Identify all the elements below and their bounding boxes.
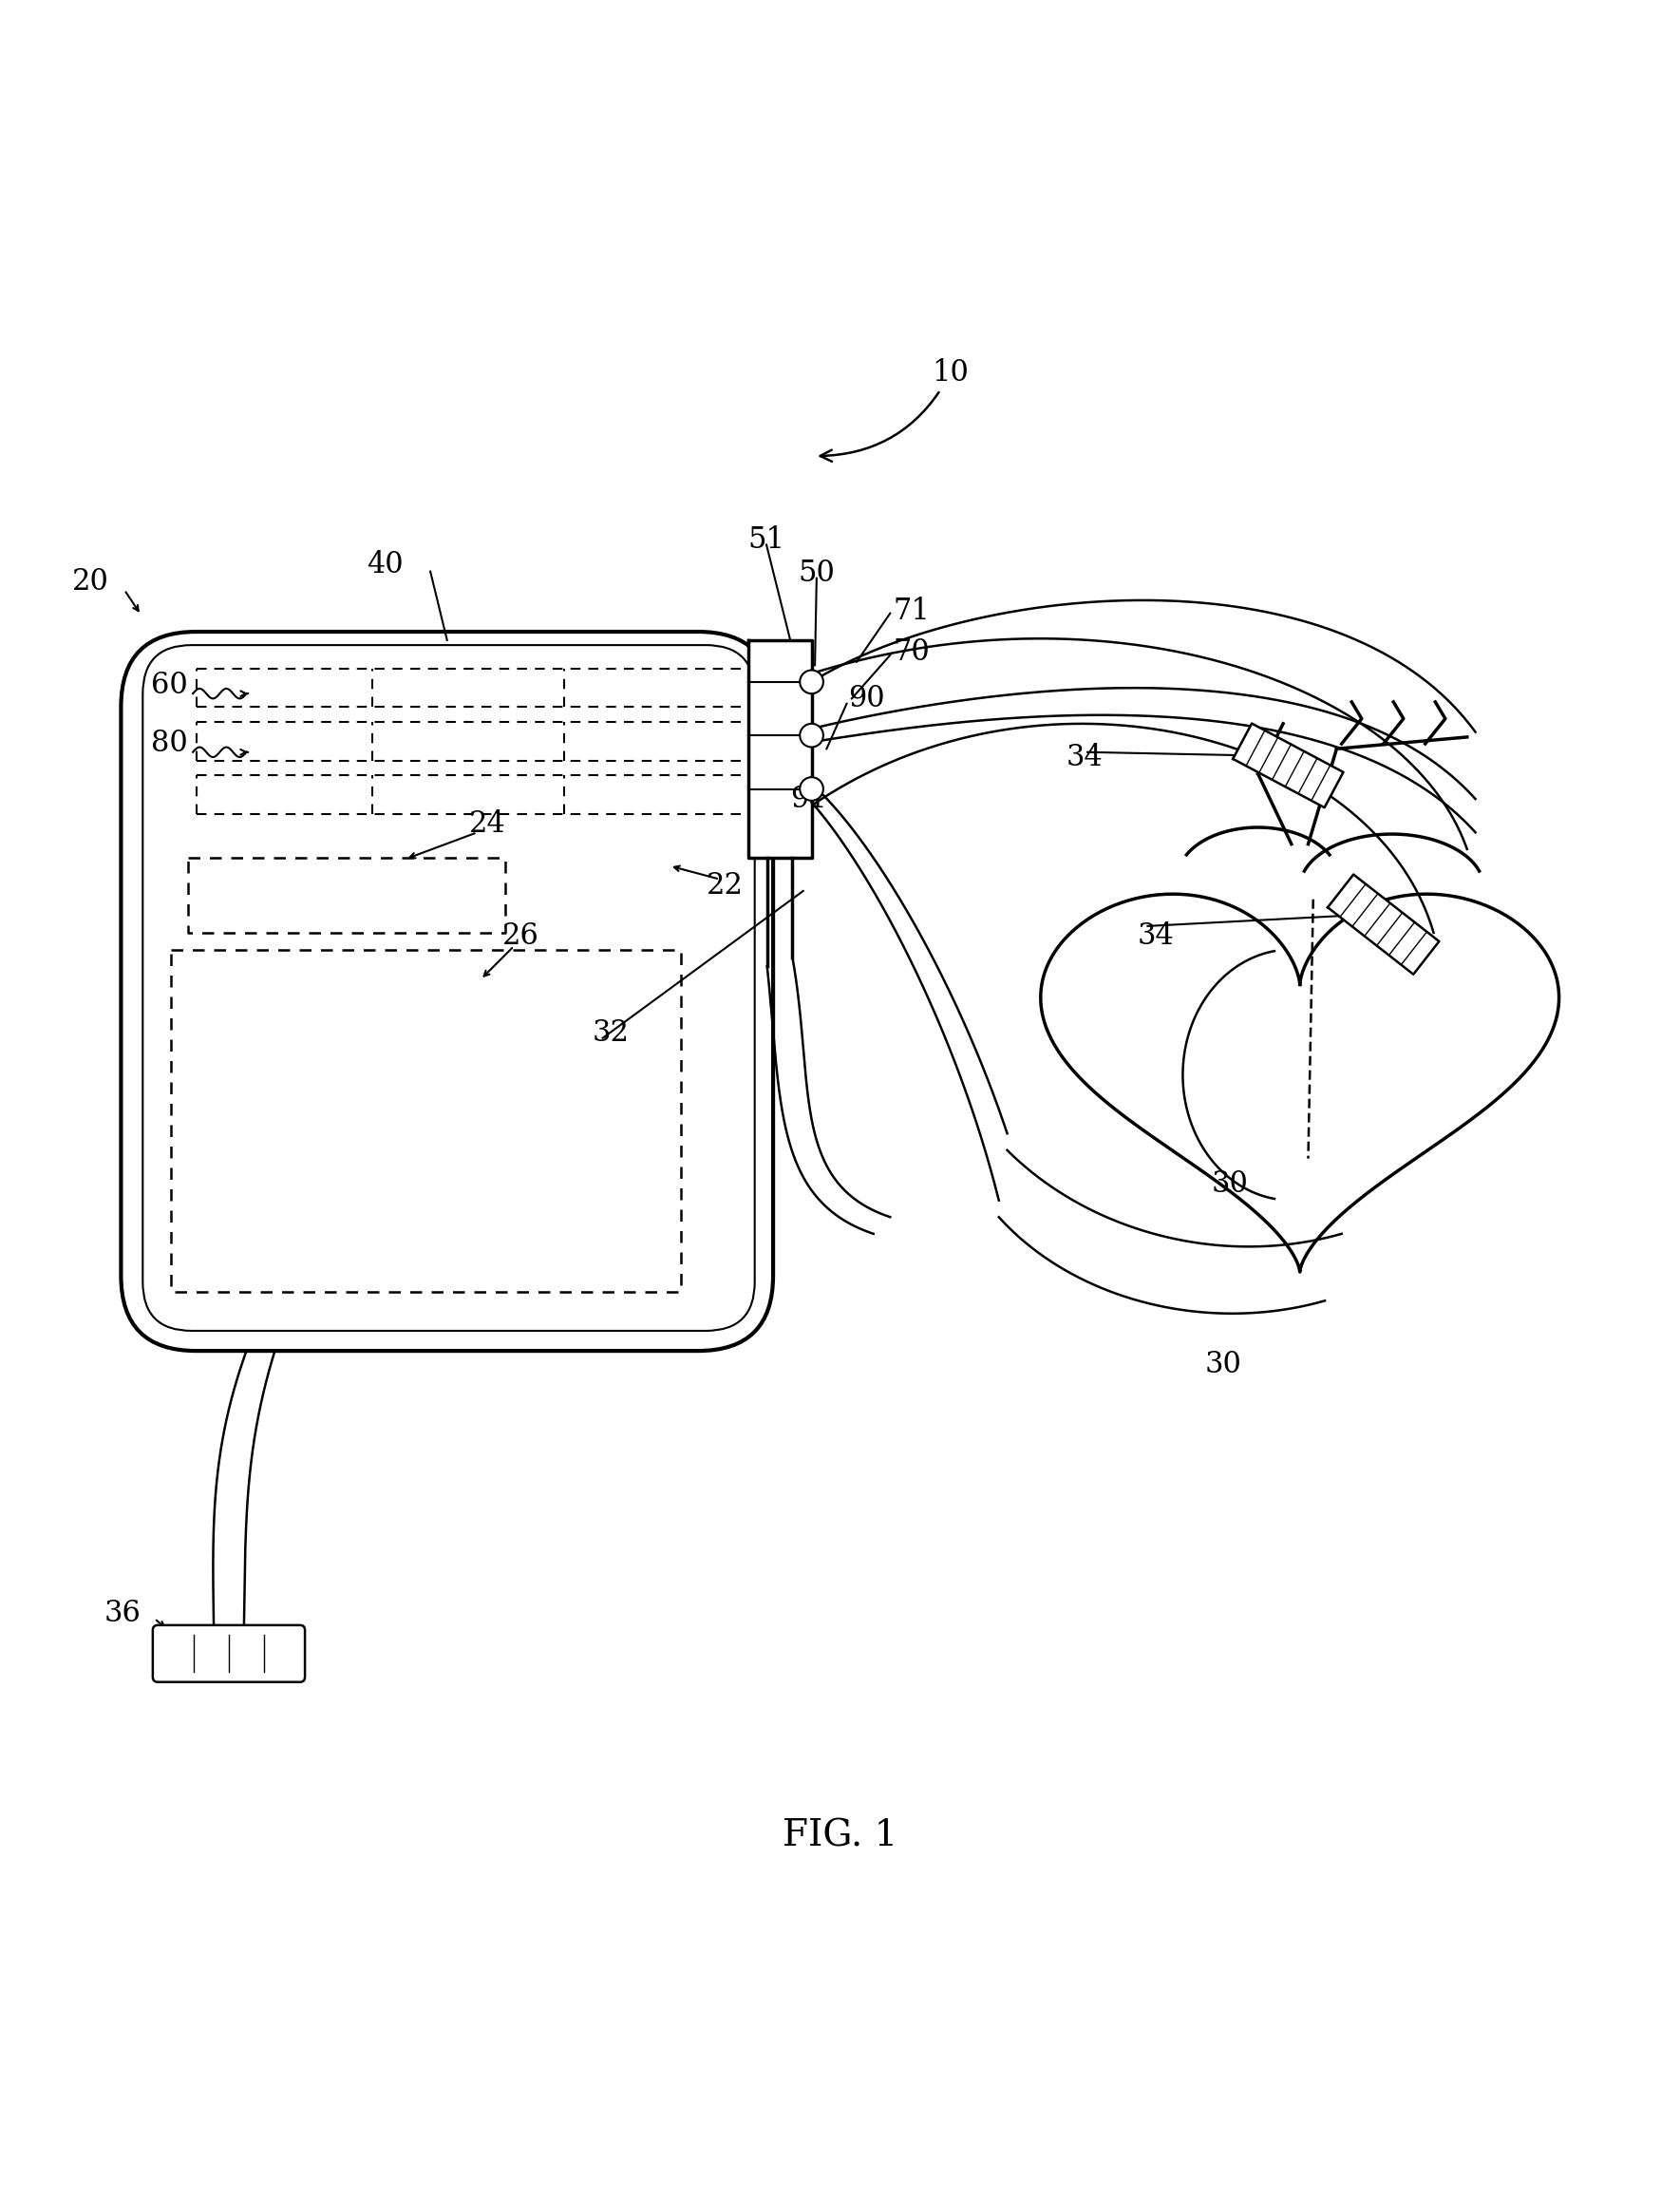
Circle shape — [800, 671, 823, 693]
Text: 50: 50 — [798, 559, 835, 587]
Text: 40: 40 — [366, 550, 403, 579]
Text: 51: 51 — [748, 526, 785, 554]
Text: 22: 22 — [706, 871, 743, 900]
Text: 34: 34 — [1137, 922, 1174, 950]
Text: 91: 91 — [790, 783, 827, 814]
Text: 30: 30 — [1211, 1168, 1248, 1199]
Circle shape — [800, 777, 823, 801]
Text: 24: 24 — [469, 810, 506, 838]
Text: 26: 26 — [502, 922, 539, 950]
Polygon shape — [748, 640, 811, 858]
Text: 80: 80 — [151, 728, 188, 759]
Polygon shape — [1327, 873, 1440, 975]
Text: 36: 36 — [104, 1599, 141, 1628]
Text: 34: 34 — [1065, 741, 1102, 772]
Circle shape — [800, 724, 823, 748]
Text: 20: 20 — [72, 568, 109, 596]
Text: 60: 60 — [151, 671, 188, 700]
Text: 90: 90 — [848, 684, 885, 713]
Text: FIG. 1: FIG. 1 — [783, 1819, 897, 1852]
Text: 32: 32 — [593, 1019, 630, 1047]
FancyBboxPatch shape — [153, 1626, 306, 1683]
FancyBboxPatch shape — [121, 631, 773, 1351]
Text: 10: 10 — [820, 359, 969, 462]
Text: 70: 70 — [894, 638, 931, 667]
Polygon shape — [1233, 724, 1344, 807]
Text: 71: 71 — [894, 596, 931, 627]
Text: 30: 30 — [1205, 1349, 1242, 1379]
